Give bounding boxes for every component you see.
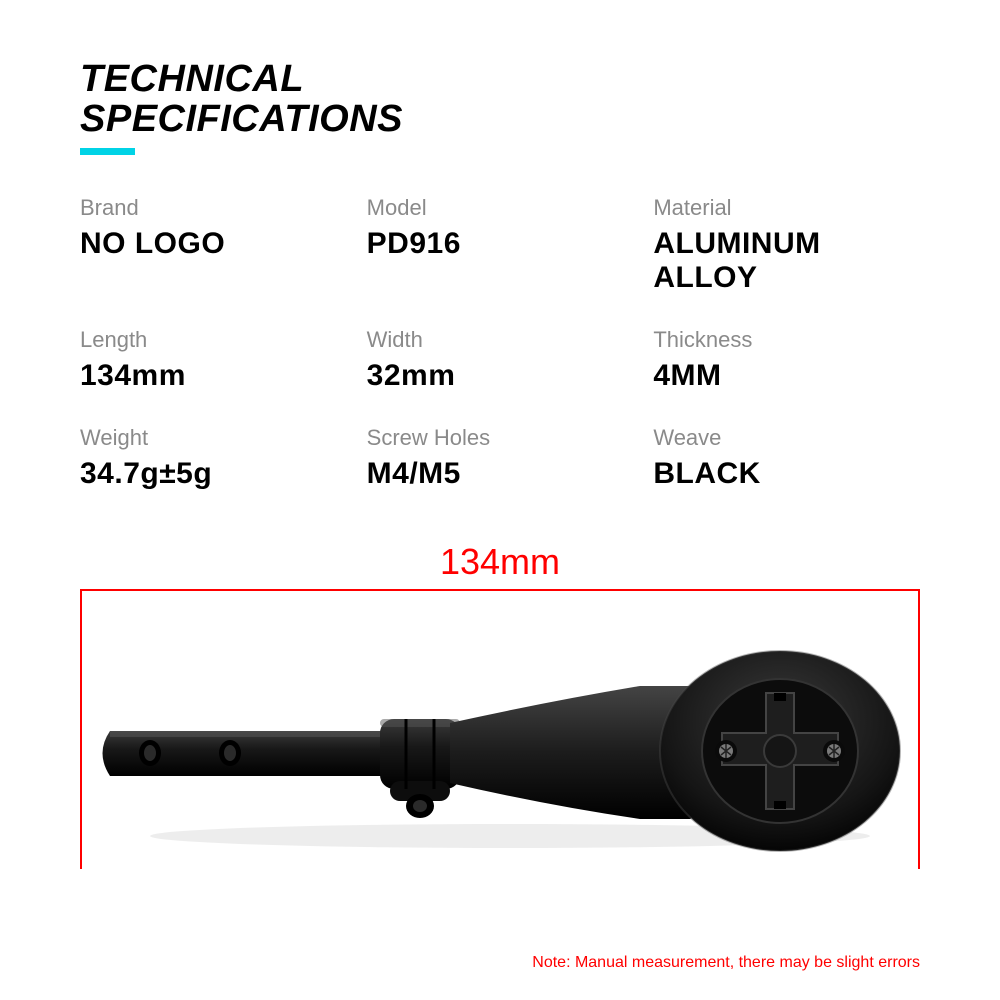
title-line1: TECHNICAL bbox=[80, 60, 920, 100]
spec-label: Width bbox=[367, 327, 634, 353]
spec-label: Length bbox=[80, 327, 347, 353]
spec-value: 34.7g±5g bbox=[80, 457, 347, 491]
spec-thickness: Thickness 4MM bbox=[653, 327, 920, 393]
spec-label: Weave bbox=[653, 425, 920, 451]
spec-model: Model PD916 bbox=[367, 195, 634, 295]
spec-label: Thickness bbox=[653, 327, 920, 353]
spec-value: ALUMINUM ALLOY bbox=[653, 227, 920, 295]
hinge-joint bbox=[380, 719, 460, 818]
spec-label: Material bbox=[653, 195, 920, 221]
spec-length: Length 134mm bbox=[80, 327, 347, 393]
spec-value: 134mm bbox=[80, 359, 347, 393]
spec-value: 4MM bbox=[653, 359, 920, 393]
spec-label: Brand bbox=[80, 195, 347, 221]
title-block: TECHNICAL SPECIFICATIONS bbox=[80, 60, 920, 155]
title-line2: SPECIFICATIONS bbox=[80, 100, 920, 140]
mounting-arm bbox=[103, 731, 411, 776]
spec-width: Width 32mm bbox=[367, 327, 634, 393]
spec-value: M4/M5 bbox=[367, 457, 634, 491]
spec-value: PD916 bbox=[367, 227, 634, 261]
spec-label: Model bbox=[367, 195, 634, 221]
spec-weave: Weave BLACK bbox=[653, 425, 920, 491]
mount-head bbox=[660, 651, 900, 851]
spec-value: BLACK bbox=[653, 457, 920, 491]
product-illustration bbox=[80, 641, 920, 861]
spec-material: Material ALUMINUM ALLOY bbox=[653, 195, 920, 295]
product-diagram: 134mm bbox=[80, 541, 920, 901]
spec-label: Screw Holes bbox=[367, 425, 634, 451]
spec-weight: Weight 34.7g±5g bbox=[80, 425, 347, 491]
spec-value: 32mm bbox=[367, 359, 634, 393]
measurement-note: Note: Manual measurement, there may be s… bbox=[532, 954, 920, 972]
spec-screw-holes: Screw Holes M4/M5 bbox=[367, 425, 634, 491]
screw-right-icon bbox=[823, 740, 845, 762]
spec-value: NO LOGO bbox=[80, 227, 347, 261]
title-accent-bar bbox=[80, 148, 135, 155]
spec-brand: Brand NO LOGO bbox=[80, 195, 347, 295]
spec-label: Weight bbox=[80, 425, 347, 451]
dimension-label: 134mm bbox=[80, 541, 920, 583]
spec-grid: Brand NO LOGO Model PD916 Material ALUMI… bbox=[80, 195, 920, 491]
screw-left-icon bbox=[715, 740, 737, 762]
